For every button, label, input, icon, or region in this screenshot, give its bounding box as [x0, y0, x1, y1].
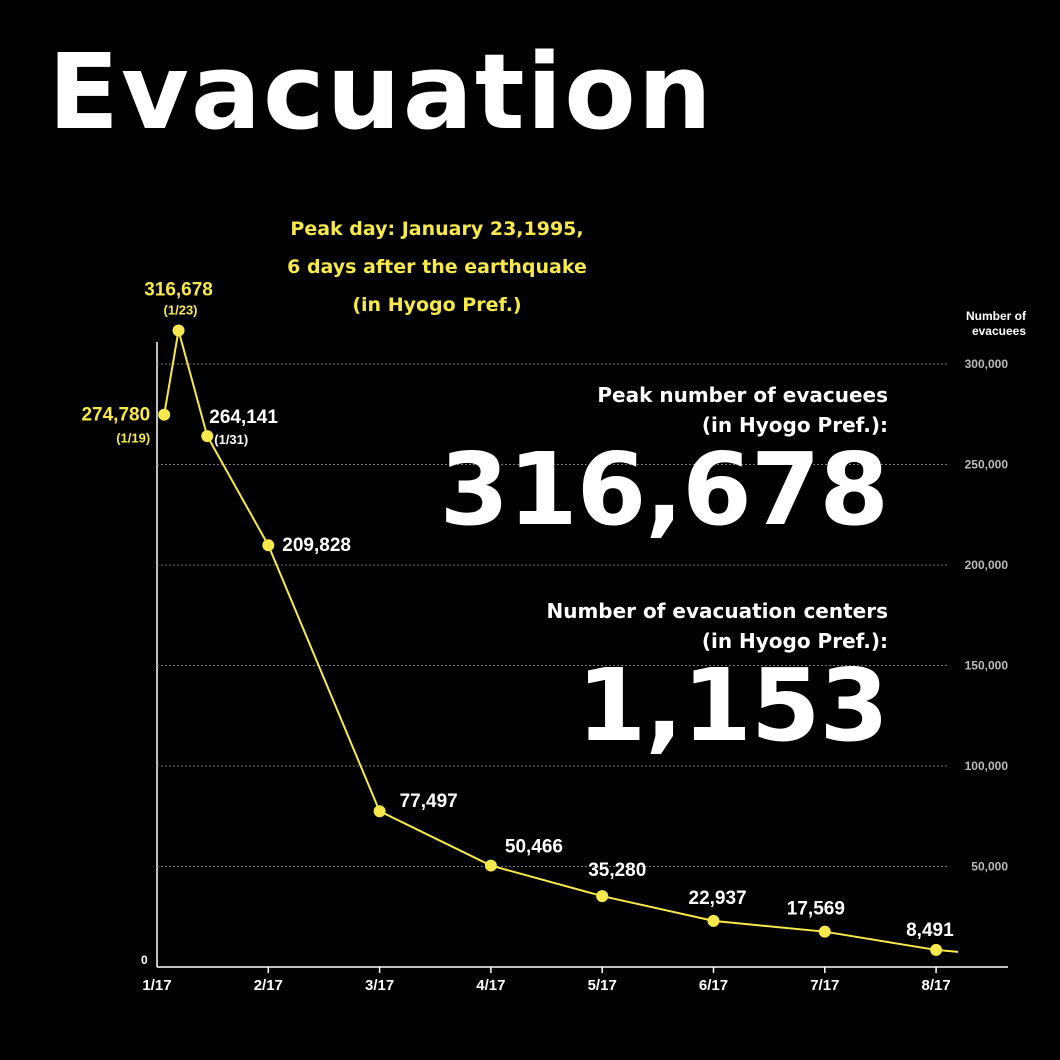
data-label: 209,828: [282, 535, 351, 556]
peak-day-line-2: 6 days after the earthquake: [287, 256, 587, 278]
data-label: 8,491: [906, 920, 954, 941]
data-point: [158, 408, 171, 421]
evacuation-centers-stat: Number of evacuation centers (in Hyogo P…: [546, 596, 889, 764]
y-tick-label: 50,000: [971, 860, 1008, 874]
data-label: 35,280: [588, 860, 646, 881]
evacuation-centers-label-2: (in Hyogo Pref.):: [701, 629, 888, 653]
data-label: 77,497: [400, 791, 458, 812]
data-sublabel: (1/23): [164, 302, 198, 317]
x-tick-label: 6/17: [699, 977, 728, 994]
page-title: Evacuation: [48, 31, 714, 153]
data-label: 50,466: [505, 837, 563, 858]
data-sublabel: (1/31): [214, 432, 248, 447]
peak-day-line-3: (in Hyogo Pref.): [352, 294, 522, 316]
y-axis-title: Number of: [966, 309, 1027, 323]
x-tick-label: 4/17: [476, 977, 505, 994]
x-tick-label: 7/17: [810, 977, 839, 994]
x-tick-label: 5/17: [588, 977, 617, 994]
x-tick-label: 8/17: [921, 977, 950, 994]
peak-day-annotation: Peak day: January 23,1995, 6 days after …: [262, 210, 612, 324]
evacuation-centers-label-1: Number of evacuation centers: [546, 599, 888, 623]
evacuation-centers-value: 1,153: [576, 647, 889, 764]
data-point: [373, 805, 386, 818]
data-point: [707, 914, 720, 927]
x-tick-label: 2/17: [254, 977, 283, 994]
data-label: 274,780: [81, 405, 150, 426]
x-tick-label: 3/17: [365, 977, 394, 994]
peak-day-line-1: Peak day: January 23,1995,: [290, 218, 584, 240]
data-label: 316,678: [144, 279, 213, 300]
data-label: 17,569: [787, 899, 845, 920]
data-point: [484, 859, 497, 872]
y-tick-label: 200,000: [965, 558, 1009, 572]
peak-evacuees-label-1: Peak number of evacuees: [597, 383, 888, 407]
data-label: 264,141: [209, 407, 278, 428]
y-axis-title: evacuees: [972, 324, 1026, 338]
y-tick-label: 250,000: [965, 458, 1009, 472]
peak-evacuees-stat: Peak number of evacuees (in Hyogo Pref.)…: [439, 380, 889, 548]
data-sublabel: (1/19): [116, 431, 150, 446]
y-tick-label: 300,000: [965, 357, 1009, 371]
y-tick-label: 150,000: [965, 659, 1009, 673]
peak-evacuees-value: 316,678: [439, 431, 889, 548]
x-tick-label: 1/17: [142, 977, 171, 994]
peak-evacuees-label-2: (in Hyogo Pref.):: [701, 413, 888, 437]
data-point: [930, 943, 943, 956]
data-point: [172, 324, 185, 337]
y-tick-label: 0: [141, 953, 148, 967]
data-point: [201, 430, 214, 443]
data-point: [262, 539, 275, 552]
data-point: [596, 890, 609, 903]
data-point: [818, 925, 831, 938]
data-label: 22,937: [689, 888, 747, 909]
y-tick-label: 100,000: [965, 759, 1009, 773]
